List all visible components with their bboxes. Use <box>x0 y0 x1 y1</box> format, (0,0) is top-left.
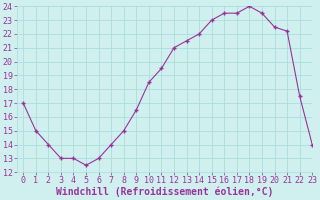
X-axis label: Windchill (Refroidissement éolien,°C): Windchill (Refroidissement éolien,°C) <box>56 187 273 197</box>
